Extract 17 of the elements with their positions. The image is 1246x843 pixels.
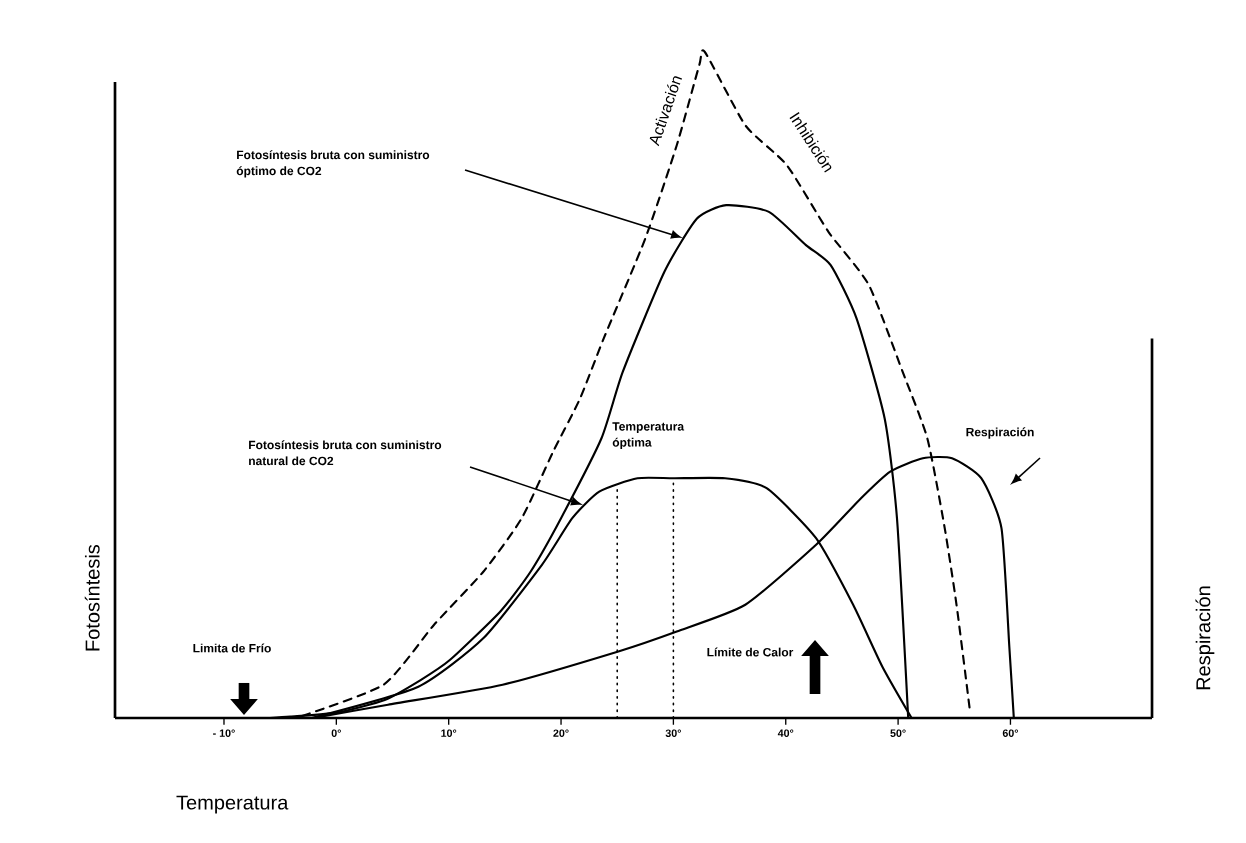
annotation: Temperatura óptima (612, 422, 685, 450)
x-tick-label: 60° (1002, 729, 1019, 737)
annotation: Limita de Frío (193, 643, 271, 653)
x-tick-label: 50° (890, 729, 906, 737)
x-tick-label: 40° (777, 729, 794, 737)
x-tick-label: 30° (665, 729, 681, 737)
annotation: Límite de Calor (707, 647, 794, 657)
y-axis-title: Fotosíntesis (84, 544, 100, 651)
y2-axis-title: Respiración (1195, 586, 1215, 690)
x-tick-label: - 10° (213, 729, 235, 737)
x-tick-label: 10° (441, 729, 457, 737)
x-tick-label: 0° (331, 729, 341, 737)
annotation: Fotosíntesis bruta con suministro natural de CO2 (249, 440, 442, 466)
x-tick-label: 20° (553, 729, 569, 737)
x-axis-title: Temperatura (176, 795, 289, 814)
annotation: Fotosíntesis bruta con suministro óptimo de CO2 (236, 150, 430, 178)
annotation: Respiración (966, 427, 1034, 439)
